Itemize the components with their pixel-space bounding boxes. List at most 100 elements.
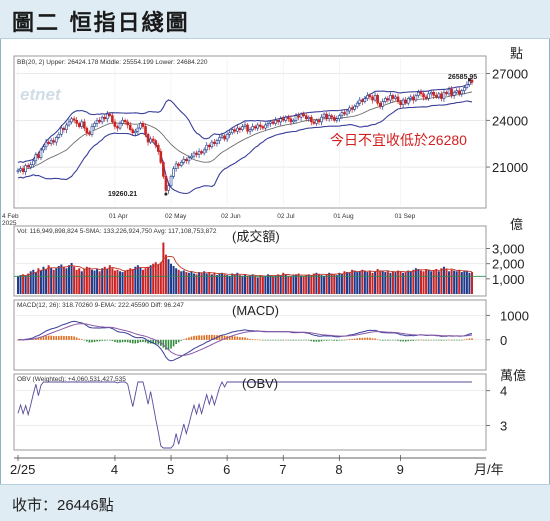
candle-body xyxy=(54,137,58,143)
macd-histogram-bar xyxy=(228,336,231,340)
candle-body xyxy=(302,113,305,116)
volume-bar xyxy=(180,271,183,294)
macd-histogram-bar xyxy=(267,339,269,341)
macd-histogram-bar xyxy=(336,339,338,341)
volume-bar xyxy=(465,271,468,294)
candle-body xyxy=(24,165,27,173)
volume-bar xyxy=(422,271,425,294)
candle-body xyxy=(429,91,433,95)
macd-histogram-bar xyxy=(435,339,438,341)
volume-bar xyxy=(75,269,78,294)
title-bar: 圖二 恒指日綫圖 xyxy=(0,0,550,39)
volume-bar xyxy=(272,276,275,294)
volume-bar xyxy=(346,272,349,294)
candle-body xyxy=(327,115,331,120)
macd-histogram-bar xyxy=(277,339,279,341)
macd-histogram-bar xyxy=(131,339,134,344)
volume-bar xyxy=(330,273,333,294)
macd-histogram-bar xyxy=(264,339,267,341)
volume-bar xyxy=(259,275,262,294)
volume-bar xyxy=(277,274,280,294)
volume-bar xyxy=(192,273,195,294)
candle-body xyxy=(213,141,216,144)
volume-bar xyxy=(448,271,451,294)
macd-histogram-bar xyxy=(358,337,361,340)
volume-bar xyxy=(187,272,190,294)
volume-sma-line xyxy=(17,256,473,278)
volume-tick-label: 1,000 xyxy=(492,272,525,287)
candle-body xyxy=(378,102,382,107)
candle-body xyxy=(26,165,30,168)
candle-body xyxy=(207,144,211,148)
candle-body xyxy=(88,132,91,135)
candle-body xyxy=(16,169,20,173)
macd-histogram-bar xyxy=(55,336,58,340)
macd-histogram-bar xyxy=(96,339,98,342)
volume-bar xyxy=(460,272,463,294)
macd-histogram-bar xyxy=(251,339,254,340)
volume-bar xyxy=(52,269,55,294)
macd-histogram-bar xyxy=(193,335,195,340)
macd-histogram-bar xyxy=(165,339,167,350)
volume-bar xyxy=(88,267,91,294)
macd-histogram-bar xyxy=(348,339,351,340)
volume-bar xyxy=(468,272,471,294)
macd-histogram-bar xyxy=(262,339,264,341)
candle-body xyxy=(294,115,298,121)
volume-bar xyxy=(147,266,150,294)
volume-bar xyxy=(440,268,443,294)
candle-body xyxy=(200,151,203,154)
candle-body xyxy=(47,141,50,144)
candle-body xyxy=(80,121,84,127)
candle-body xyxy=(210,141,214,148)
candle-body xyxy=(144,126,147,135)
macd-histogram-bar xyxy=(205,334,208,340)
candle-body xyxy=(179,162,183,166)
macd-histogram-bar xyxy=(137,339,139,344)
macd-histogram-bar xyxy=(333,339,336,341)
candle-body xyxy=(185,158,188,162)
volume-bar xyxy=(471,272,473,294)
macd-histogram-bar xyxy=(364,337,366,340)
candle-body xyxy=(279,118,283,123)
candle-body xyxy=(274,120,277,124)
candle-body xyxy=(72,118,76,121)
volume-bar xyxy=(320,275,323,294)
macd-histogram-bar xyxy=(307,339,310,341)
macd-histogram-bar xyxy=(119,339,121,343)
volume-bar xyxy=(139,267,142,294)
candle-body xyxy=(371,96,374,101)
volume-bar xyxy=(412,269,415,294)
candle-body xyxy=(60,127,63,135)
volume-bar xyxy=(437,271,440,294)
candle-body xyxy=(440,93,443,99)
macd-histogram-bar xyxy=(409,339,412,341)
macd-histogram-bar xyxy=(198,335,200,340)
macd-histogram-bar xyxy=(259,339,262,341)
macd-histogram-bar xyxy=(389,339,392,341)
candle-body xyxy=(253,126,257,129)
macd-histogram-bar xyxy=(78,338,81,340)
volume-bar xyxy=(249,275,252,294)
candle-body xyxy=(146,134,150,143)
candle-body xyxy=(34,154,38,162)
macd-histogram-bar xyxy=(126,339,129,343)
macd-histogram-bar xyxy=(427,339,430,341)
macd-histogram-bar xyxy=(295,339,297,341)
macd-histogram-bar xyxy=(402,339,404,342)
macd-histogram-bar xyxy=(351,338,353,340)
volume-bar xyxy=(65,268,68,294)
macd-histogram-bar xyxy=(376,339,379,340)
candle-body xyxy=(251,126,254,130)
volume-bar xyxy=(409,271,412,294)
macd-histogram-bar xyxy=(244,337,246,340)
volume-bar xyxy=(129,268,132,294)
candle-body xyxy=(361,99,364,102)
volume-bar xyxy=(157,264,160,294)
candle-body xyxy=(381,101,385,107)
volume-bar xyxy=(381,271,384,294)
volume-bar xyxy=(60,264,63,294)
candle-body xyxy=(322,113,326,118)
macd-histogram-bar xyxy=(170,339,172,349)
candle-body xyxy=(368,95,372,98)
